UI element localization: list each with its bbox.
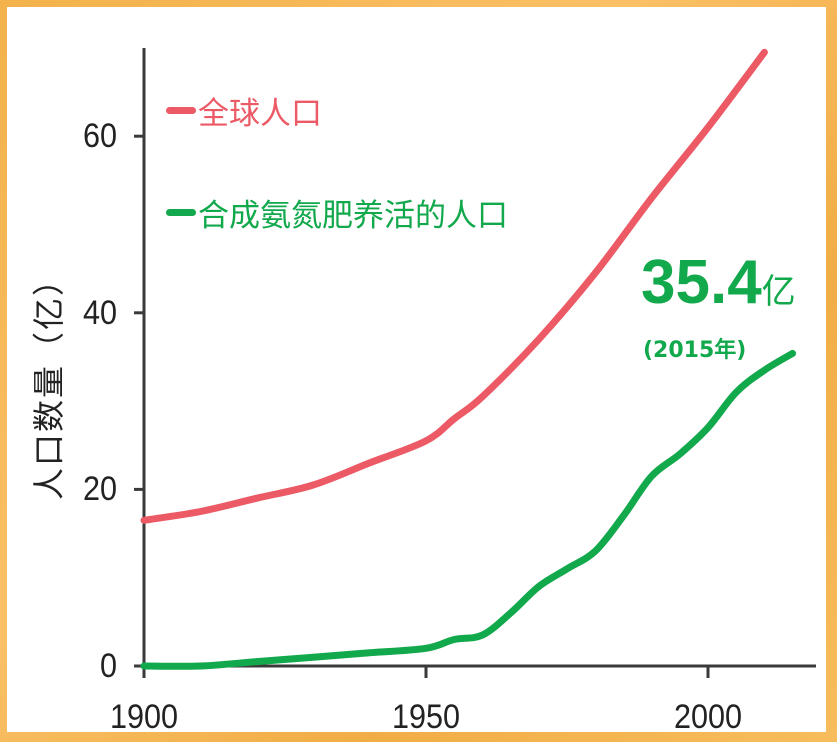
- annotation-unit: 亿: [761, 272, 796, 312]
- x-ticks: [142, 666, 710, 678]
- x-tick-label: 2000: [673, 698, 743, 736]
- legend-label: 全球人口: [198, 96, 322, 132]
- fertilizer-population-line: [140, 349, 797, 670]
- y-tick-label: 20: [82, 470, 117, 509]
- y-tick-label: 0: [99, 647, 117, 685]
- annotation-value: 35.4亿: [641, 252, 796, 314]
- annotation-year: (2015年): [643, 338, 747, 363]
- y-axis-label: 人口数量（亿）: [30, 261, 68, 500]
- x-tick-label: 1900: [109, 698, 179, 736]
- global-population-line: [140, 48, 768, 524]
- legend-label: 合成氨氮肥养活的人口: [198, 198, 508, 234]
- y-tick-label: 40: [82, 293, 117, 332]
- y-tick-label: 60: [82, 117, 117, 156]
- legend-swatch-green: [166, 209, 196, 216]
- legend-item-fertilizer-population: 合成氨氮肥养活的人口: [166, 190, 508, 235]
- x-tick-label: 1950: [391, 698, 461, 736]
- legend-swatch-red: [166, 107, 196, 114]
- annotation-number: 35.4: [641, 248, 762, 317]
- legend-item-global-population: 全球人口: [166, 88, 322, 133]
